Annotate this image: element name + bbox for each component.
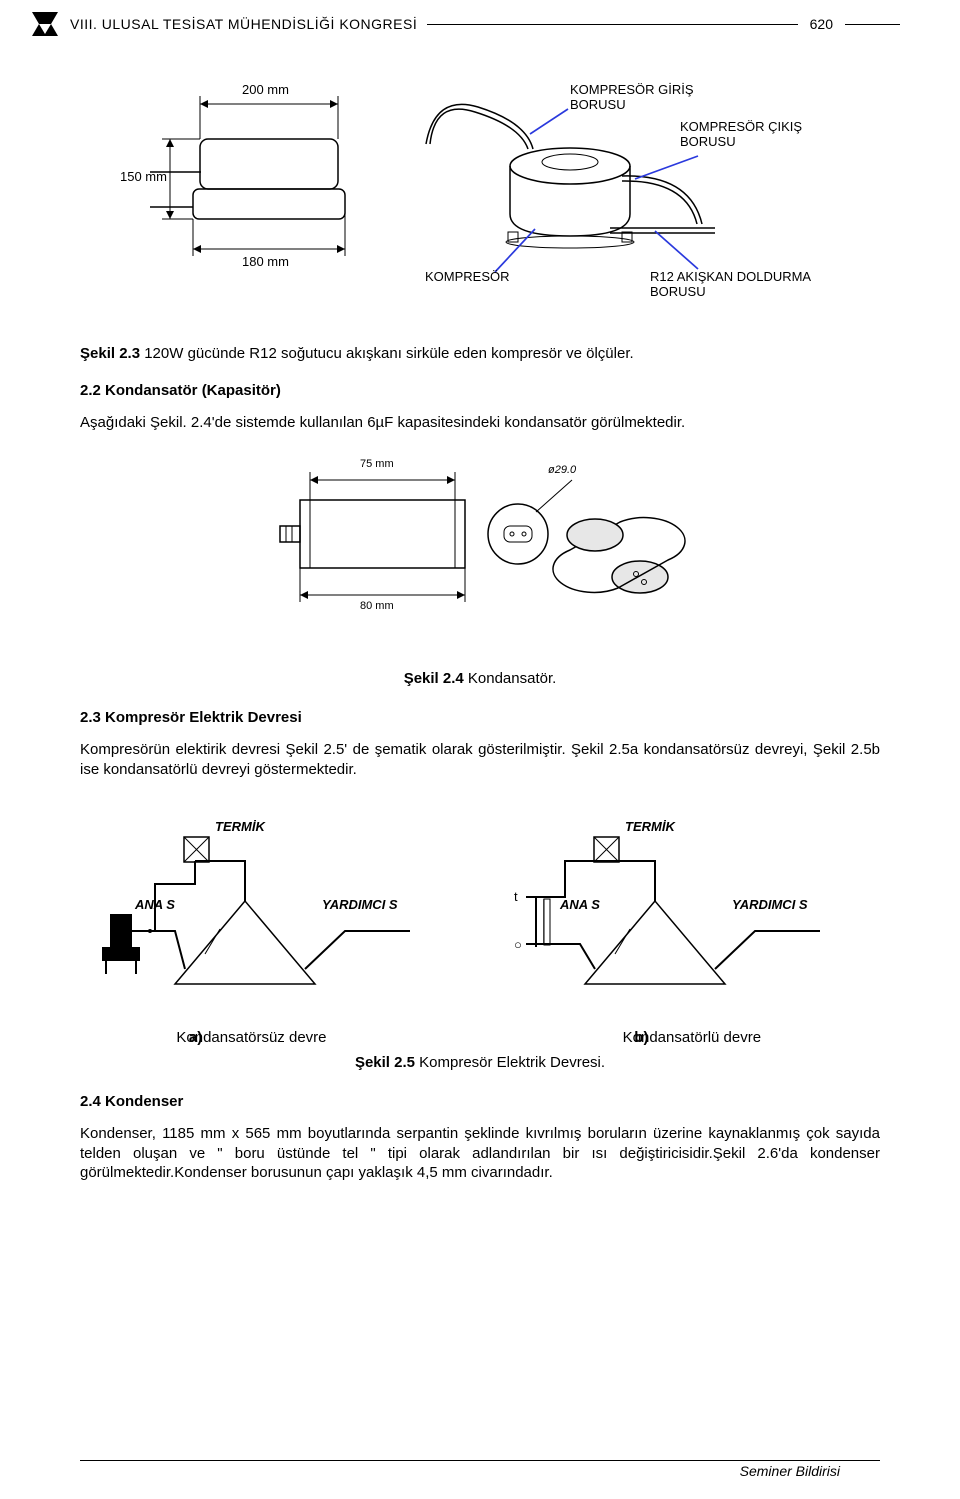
footer-text: Seminer Bildirisi	[80, 1461, 880, 1479]
label-aux-b: YARDIMCI S	[732, 897, 808, 912]
dim-bottom-2-4: 80 mm	[360, 600, 394, 612]
label-thermic-b: TERMİK	[625, 819, 675, 834]
figure-2-3-caption: Şekil 2.3 Şekil 2.3 120W gücünde R12 soğ…	[80, 344, 880, 364]
caption-2-5a: a) Kondansatörsüz devre	[159, 1029, 327, 1046]
heading-2-4: 2.4 Kondenser	[80, 1093, 880, 1110]
figure-2-5a: TERMİK ANA S YARDIMCI S	[100, 799, 450, 1009]
body-2-4: Kondenser, 1185 mm x 565 mm boyutlarında…	[80, 1124, 880, 1183]
page-header: VIII. ULUSAL TESİSAT MÜHENDİSLİĞİ KONGRE…	[0, 0, 960, 44]
label-thermic-a: TERMİK	[215, 819, 265, 834]
body-2-2: Aşağıdaki Şekil. 2.4'de sistemde kullanı…	[80, 413, 880, 433]
label-main-b: ANA S	[560, 897, 600, 912]
page-footer: Seminer Bildirisi	[80, 1460, 880, 1479]
dim-diam-2-4: ø29.0	[548, 464, 576, 476]
dim-top-2-3: 200 mm	[242, 82, 289, 97]
dim-top-2-4: 75 mm	[360, 458, 394, 470]
figure-2-5-caption: Şekil 2.5 Kompresör Elektrik Devresi. Şe…	[80, 1054, 880, 1071]
heading-2-2: 2.2 Kondansatör (Kapasitör)	[80, 382, 880, 399]
label-aux-a: YARDIMCI S	[322, 897, 398, 912]
header-title: VIII. ULUSAL TESİSAT MÜHENDİSLİĞİ KONGRE…	[70, 16, 417, 32]
label-outlet: KOMPRESÖR ÇIKIŞ BORUSU	[680, 119, 840, 149]
dim-left-2-3: 150 mm	[120, 169, 167, 184]
page-number: 620	[806, 16, 837, 32]
svg-text:t: t	[514, 889, 518, 904]
label-inlet: KOMPRESÖR GİRİŞ BORUSU	[570, 82, 720, 112]
figure-2-4-caption: Şekil 2.4 Kondansatör. Şekil 2.4 Kondans…	[80, 670, 880, 687]
body-2-3: Kompresörün elektirik devresi Şekil 2.5'…	[80, 740, 880, 779]
caption-2-5b: b) Kondansatörlü devre	[604, 1029, 761, 1046]
figure-2-5: TERMİK ANA S YARDIMCI S t ○	[100, 799, 860, 1009]
figure-2-5b: t ○ TERM	[510, 799, 860, 1009]
header-rule: 620	[427, 16, 900, 32]
figure-2-3: 200 mm 150 mm 180 mm KOMPRESÖR GİRİŞ BOR…	[90, 64, 810, 324]
label-main-a: ANA S	[135, 897, 175, 912]
svg-text:○: ○	[514, 937, 522, 952]
figure-2-5-subcaptions: a) Kondansatörsüz devre b) Kondansatörlü…	[80, 1029, 880, 1046]
heading-2-3: 2.3 Kompresör Elektrik Devresi	[80, 709, 880, 726]
label-comp: KOMPRESÖR	[425, 269, 510, 284]
label-fill: R12 AKIŞKAN DOLDURMA BORUSU	[650, 269, 830, 299]
logo-icon	[30, 10, 60, 38]
dim-bottom-2-3: 180 mm	[242, 254, 289, 269]
figure-2-4: 75 mm 80 mm ø29.0	[240, 450, 720, 650]
